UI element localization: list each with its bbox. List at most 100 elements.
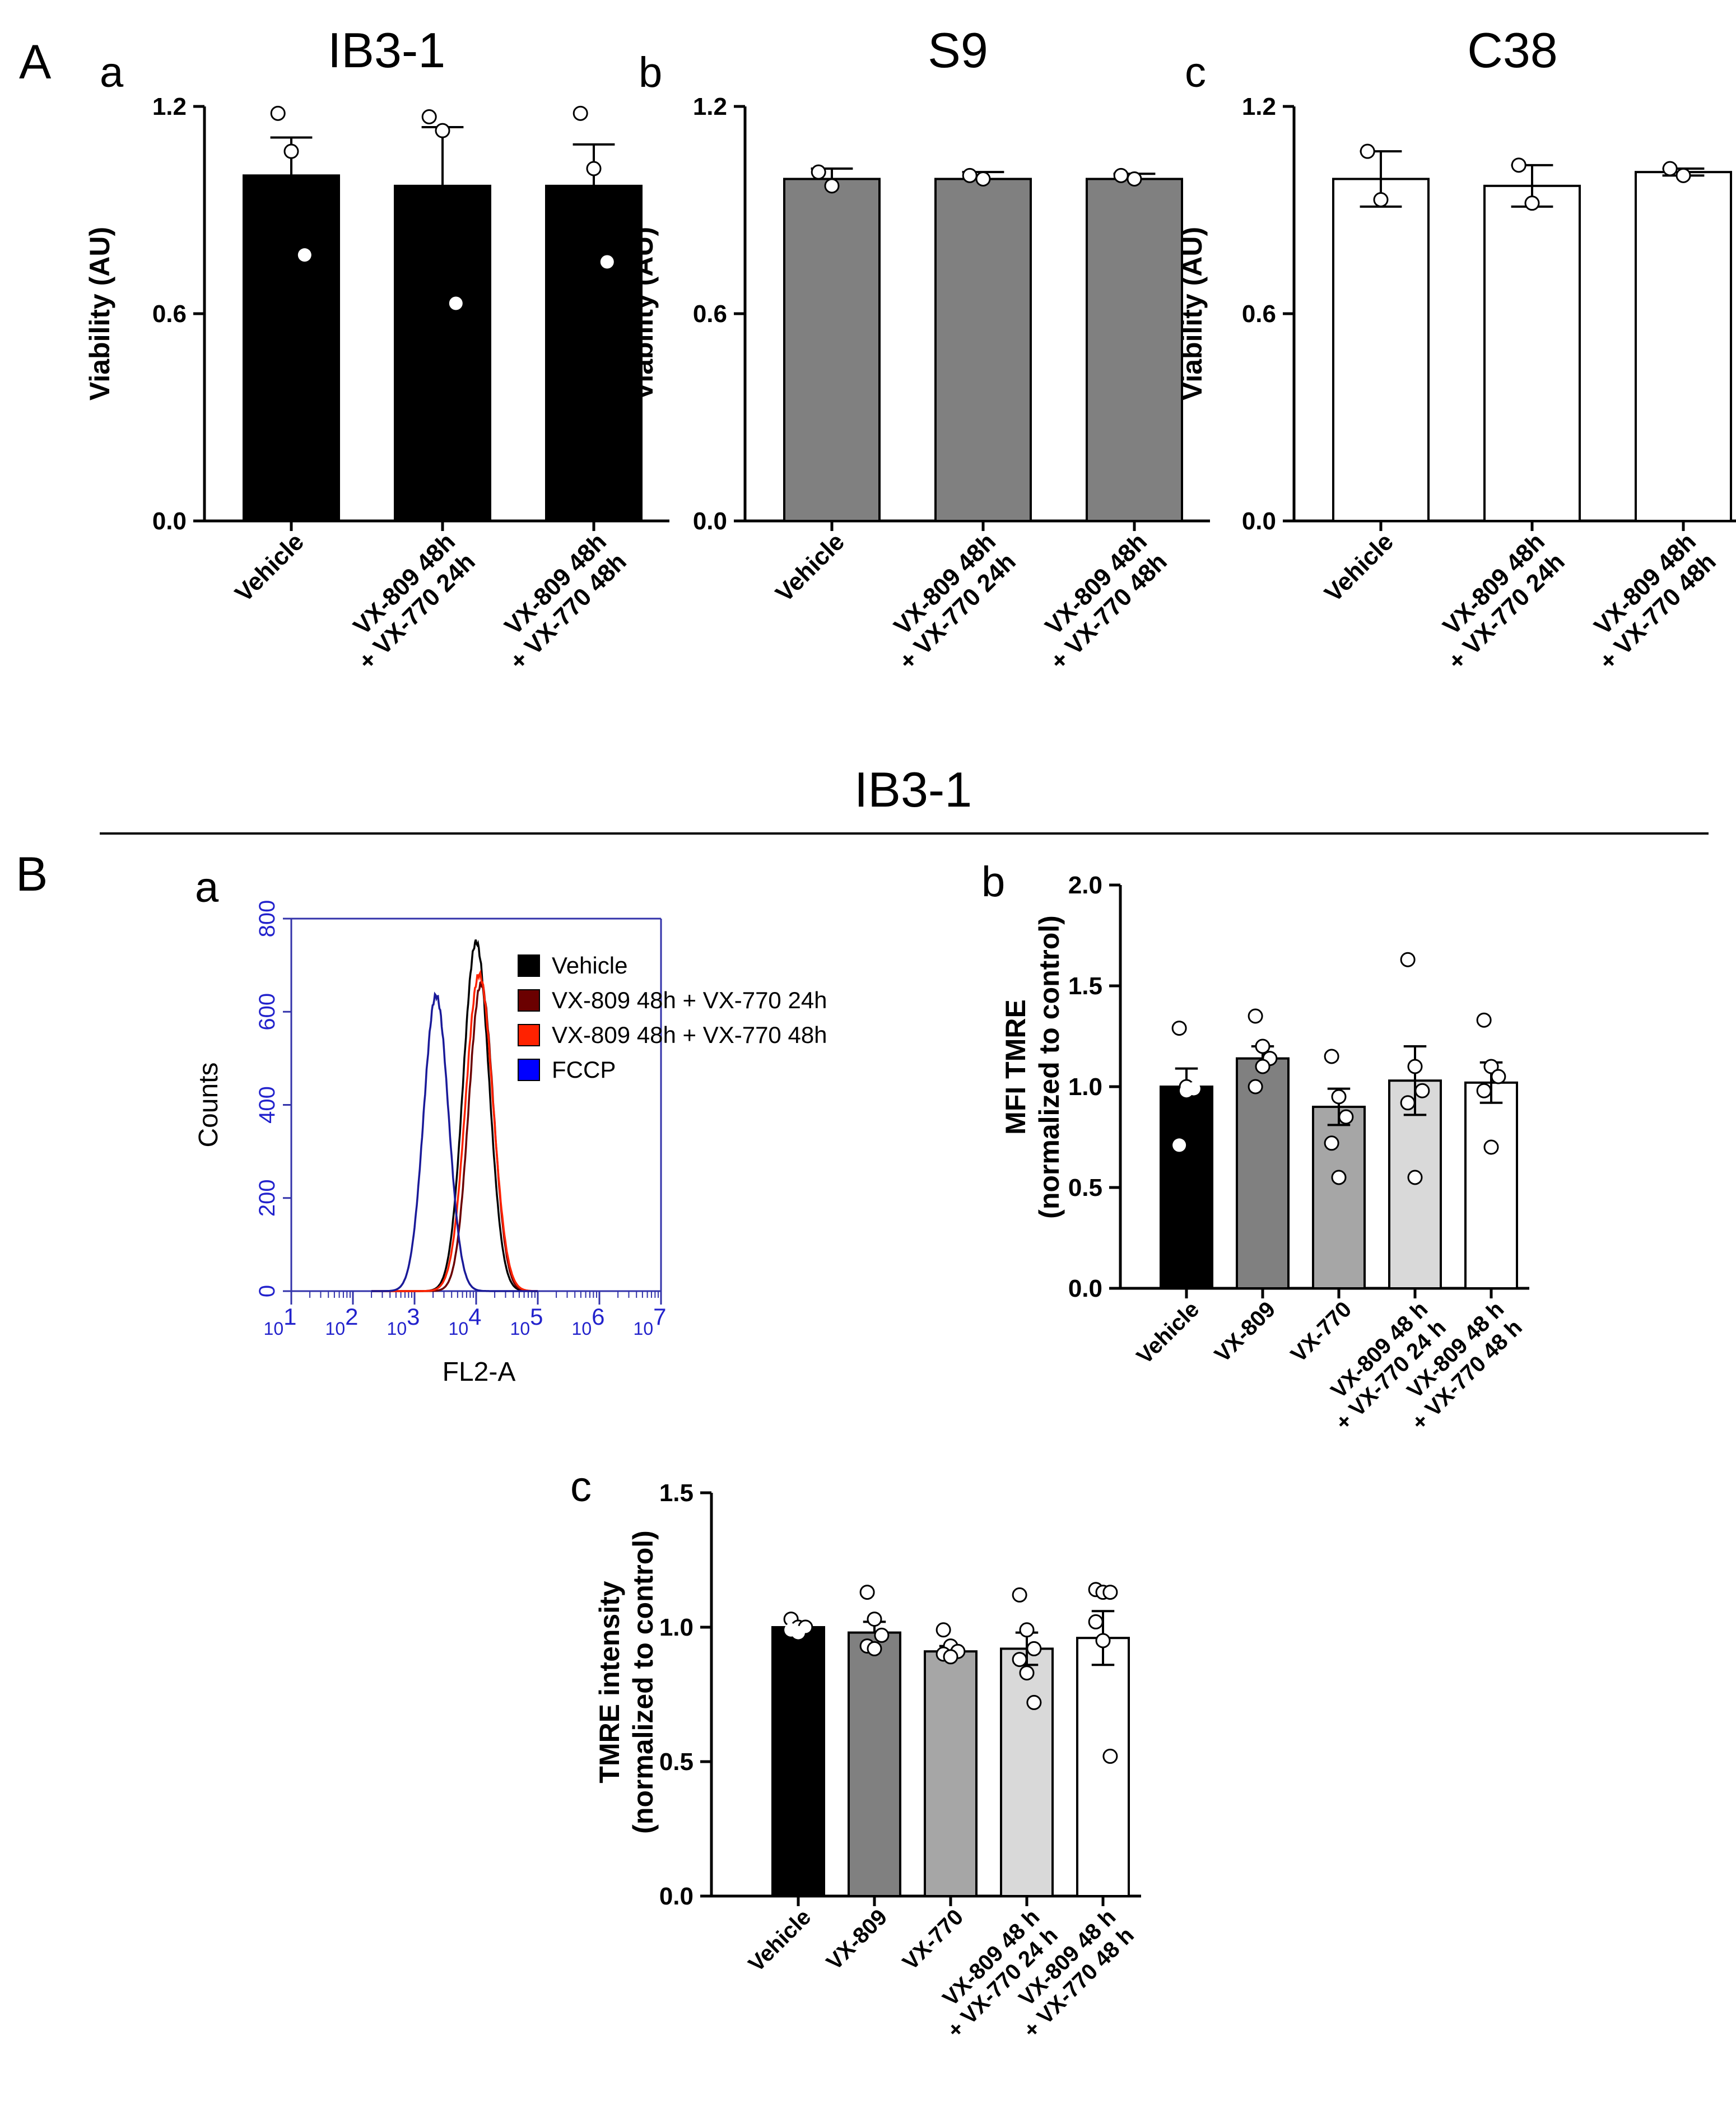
- histogram-x-tick-label: 106: [572, 1303, 605, 1339]
- x-category-label-line: Vehicle: [770, 528, 850, 607]
- bar: [1000, 1647, 1054, 1897]
- data-point: [600, 255, 614, 269]
- data-point: [1255, 1038, 1270, 1054]
- y-tick-label: 1.0: [659, 1614, 694, 1641]
- x-category-label: VX-809 48h+ VX-770 48h: [1574, 528, 1721, 675]
- tick-base: 10: [634, 1319, 654, 1339]
- x-category-label: Vehicle: [770, 528, 850, 607]
- x-category-label-line: Vehicle: [1132, 1297, 1204, 1369]
- x-category-label-line: Vehicle: [744, 1904, 816, 1977]
- y-tick-label: 0.0: [1242, 507, 1276, 535]
- x-category-label-line: VX-770: [898, 1904, 968, 1974]
- b-b-ylabel-line1: MFI TMRE: [1000, 999, 1031, 1135]
- histogram-y-tick-label: 400: [255, 1086, 280, 1124]
- legend-swatch: [518, 954, 540, 977]
- data-point: [1127, 171, 1142, 187]
- panel-b-label: B: [16, 847, 48, 901]
- data-point: [1483, 1059, 1499, 1074]
- x-category-label-line: VX-770: [1286, 1297, 1356, 1367]
- bar: [1464, 1081, 1518, 1290]
- b-c-ylabel-line1: TMRE intensity: [594, 1581, 625, 1783]
- histogram-x-tick-label: 101: [264, 1303, 297, 1339]
- data-point: [1248, 1079, 1263, 1095]
- data-point: [1511, 157, 1526, 173]
- subplot-b-title: S9: [928, 22, 988, 78]
- x-category-label-line: VX-809: [1210, 1297, 1280, 1367]
- tick-exponent: 1: [283, 1303, 296, 1330]
- bar: [934, 178, 1032, 522]
- histogram-x-axis-title: FL2-A: [443, 1357, 516, 1387]
- data-point: [1676, 167, 1691, 183]
- bar: [1160, 1086, 1213, 1289]
- x-category-label: Vehicle: [1319, 528, 1399, 607]
- histogram-y-tick-label: 800: [255, 900, 280, 938]
- data-point: [1095, 1633, 1111, 1648]
- viability-chart-ib3-1: 0.0 0.6 1.2 Viability (AU) Vehicle VX-809 48h…: [84, 93, 669, 676]
- panel-b-a-label: a: [195, 864, 219, 911]
- data-point: [1088, 1614, 1104, 1629]
- bar: [783, 178, 881, 522]
- x-category-label-line: Vehicle: [230, 528, 309, 607]
- data-point: [867, 1641, 882, 1656]
- histogram-x-tick-label: 104: [449, 1303, 482, 1339]
- bar: [1236, 1057, 1290, 1289]
- data-point: [1407, 1170, 1423, 1185]
- y-axis-title: Viability (AU): [1176, 227, 1208, 400]
- x-category-label: VX-809: [1210, 1297, 1280, 1367]
- histogram-y-tick-label: 600: [255, 993, 280, 1031]
- data-point: [1019, 1622, 1035, 1638]
- data-point: [824, 178, 840, 194]
- data-point: [1331, 1170, 1347, 1185]
- y-tick-label: 0.6: [152, 300, 187, 328]
- data-point: [1524, 195, 1540, 211]
- data-point: [1360, 143, 1375, 159]
- data-point: [1019, 1665, 1035, 1681]
- tick-base: 10: [387, 1319, 407, 1339]
- histogram-x-tick-label: 103: [387, 1303, 420, 1339]
- tick-base: 10: [325, 1319, 346, 1339]
- data-point: [962, 167, 978, 183]
- bar: [1635, 171, 1732, 522]
- histogram-series-vx-809-48h-vx-770-24h: [371, 980, 538, 1292]
- data-point: [1414, 1083, 1430, 1098]
- tick-base: 10: [449, 1319, 469, 1339]
- x-category-label: VX-809 48h+ VX-770 24h: [1423, 528, 1570, 675]
- x-category-label-line: Vehicle: [1319, 528, 1399, 607]
- y-tick-label: 1.2: [693, 93, 727, 120]
- histogram-y-tick-label: 200: [255, 1179, 280, 1217]
- x-category-label: VX-809 48h+ VX-770 24h: [333, 528, 481, 675]
- legend-label: FCCP: [552, 1056, 616, 1083]
- data-point: [874, 1627, 890, 1643]
- tick-base: 10: [510, 1319, 530, 1339]
- subplot-a-label: a: [100, 49, 124, 96]
- data-point: [297, 248, 311, 262]
- x-category-label: VX-809: [822, 1904, 892, 1974]
- bar: [848, 1631, 901, 1898]
- x-category-label: VX-770: [898, 1904, 968, 1974]
- histogram-x-tick-label: 102: [325, 1303, 359, 1339]
- bar: [243, 174, 340, 523]
- panel-b-c-label: c: [570, 1463, 592, 1511]
- data-point: [1026, 1641, 1042, 1656]
- data-point: [435, 123, 450, 138]
- data-point: [573, 105, 588, 121]
- data-point: [975, 171, 991, 187]
- bar: [394, 184, 491, 523]
- tick-exponent: 5: [530, 1303, 543, 1330]
- data-point: [586, 161, 602, 176]
- data-point: [1102, 1585, 1118, 1600]
- y-tick-label: 1.0: [1068, 1073, 1102, 1101]
- x-category-label-line: VX-809: [822, 1904, 892, 1974]
- tick-base: 10: [572, 1319, 592, 1339]
- data-point: [283, 143, 299, 159]
- y-tick-label: 1.2: [152, 93, 187, 120]
- legend-swatch: [518, 989, 540, 1012]
- data-point: [1324, 1135, 1339, 1151]
- data-point: [449, 296, 463, 310]
- y-tick-label: 1.5: [659, 1479, 694, 1507]
- data-point: [1026, 1694, 1042, 1710]
- bar: [1332, 178, 1430, 522]
